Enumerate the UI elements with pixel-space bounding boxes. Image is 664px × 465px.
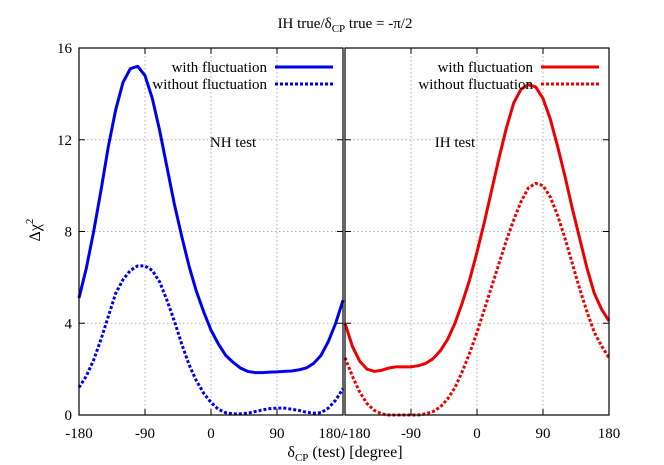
right-legend-label: with fluctuation xyxy=(438,60,534,76)
left-panel-annotation: NH test xyxy=(210,135,257,151)
left-y-tick-label: 0 xyxy=(65,408,73,424)
left-series-with-fluctuation xyxy=(77,64,345,375)
x-axis-label: δCP (test) [degree] xyxy=(287,444,402,464)
right-x-tick-label: -180 xyxy=(343,426,371,442)
left-y-tick-label: 8 xyxy=(65,225,73,241)
right-panel-annotation: IH test xyxy=(435,135,476,151)
left-y-tick-label: 16 xyxy=(57,41,73,57)
left-series-without-fluctuation xyxy=(77,264,345,416)
right-x-tick-label: 90 xyxy=(536,426,551,442)
left-x-tick-label: 0 xyxy=(207,426,215,442)
right-x-tick-label: 180 xyxy=(598,426,621,442)
right-plot-frame xyxy=(344,47,610,416)
right-series-with-fluctuation xyxy=(343,83,611,373)
left-y-tick-label: 4 xyxy=(65,316,73,332)
left-y-tick-label: 12 xyxy=(57,133,72,149)
right-legend-label: without fluctuation xyxy=(418,77,533,93)
right-x-tick-label: -90 xyxy=(401,426,421,442)
y-axis-label: Δχ2 xyxy=(24,219,44,242)
left-x-tick-label: -180 xyxy=(65,426,93,442)
left-legend-label: with fluctuation xyxy=(172,60,268,76)
left-x-tick-label: 180/ xyxy=(318,426,346,442)
left-x-tick-label: 90 xyxy=(270,426,285,442)
right-x-tick-label: 0 xyxy=(473,426,481,442)
left-x-tick-label: -90 xyxy=(135,426,155,442)
chart-title: IH true/δCP true = -π/2 xyxy=(278,16,413,35)
left-plot-frame xyxy=(78,47,344,416)
left-legend-label: without fluctuation xyxy=(152,77,267,93)
